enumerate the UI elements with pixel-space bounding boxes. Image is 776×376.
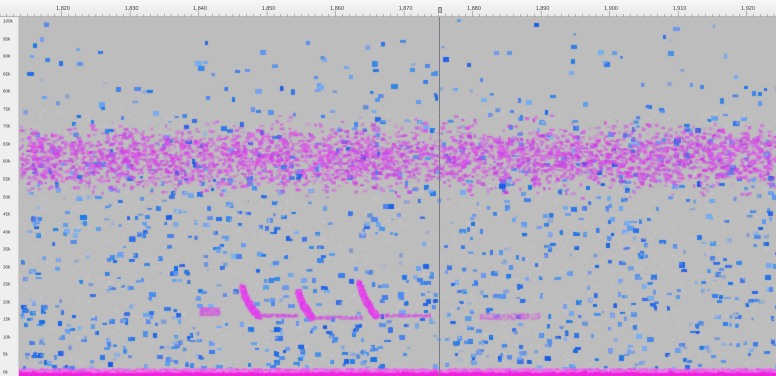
ruler-tick-label: 1,830 (124, 6, 139, 12)
spectrogram-view[interactable] (19, 17, 776, 376)
ruler-tick-label: 1,920 (741, 6, 755, 12)
ruler-tick-label: 1,910 (672, 6, 687, 12)
frequency-axis-label: 30k (3, 264, 11, 270)
ruler-tick-label: 1,840 (193, 6, 207, 12)
frequency-axis-label: 95k (3, 36, 11, 42)
ruler-tick-label: 1,890 (535, 6, 550, 12)
playhead-cursor-line[interactable] (439, 17, 440, 376)
frequency-axis-label: 55k (3, 176, 11, 182)
ruler-tick-label: 1,880 (467, 6, 481, 12)
ruler-tick-label: 1,820 (56, 6, 70, 12)
frequency-axis-label: 20k (3, 299, 11, 305)
ruler-tick-marks (0, 11, 775, 17)
frequency-axis-label: 75k (3, 106, 11, 112)
frequency-axis-label: 65k (3, 141, 11, 147)
frequency-axis-label: 60k (3, 158, 11, 164)
ruler-tick-label: 1,850 (261, 6, 276, 12)
frequency-axis-label: 100k (3, 18, 13, 24)
frequency-axis-label: 35k (3, 246, 11, 252)
spectrogram-canvas[interactable] (19, 17, 776, 376)
frequency-axis-label: 5k (3, 351, 8, 357)
ruler-tick-label: 1,870 (398, 6, 413, 12)
ruler-tick-label: 1,900 (604, 6, 618, 12)
frequency-axis: 100k 95k 90k 85k 80k 75k 70k 65k 60k 55k 50k 45k 40k… (0, 17, 19, 376)
frequency-axis-label: 70k (3, 123, 11, 129)
timeline-ruler[interactable]: 1,820 1,830 1,840 1,850 1,860 1,870 1,880 1,890… (0, 0, 776, 17)
frequency-axis-label: 90k (3, 53, 11, 59)
frequency-axis-label: 10k (3, 334, 11, 340)
frequency-axis-label: 15k (3, 316, 11, 322)
frequency-axis-label: 25k (3, 281, 11, 287)
frequency-axis-label: 50k (3, 194, 11, 199)
frequency-axis-label: 0k (3, 369, 8, 375)
frequency-axis-label: 40k (3, 229, 11, 235)
frequency-axis-label: 80k (3, 88, 11, 94)
frequency-axis-label: 85k (3, 71, 11, 77)
playhead-handle[interactable] (438, 7, 442, 13)
frequency-axis-label: 45k (3, 211, 11, 217)
ruler-tick-label: 1,860 (330, 6, 344, 12)
